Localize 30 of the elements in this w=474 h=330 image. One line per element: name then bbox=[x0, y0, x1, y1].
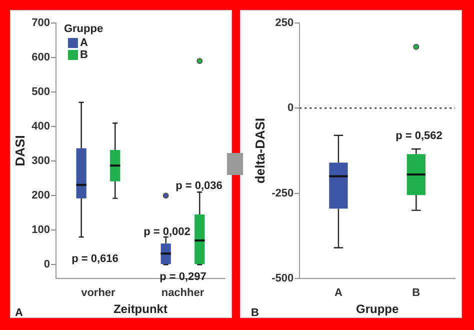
y-tick-label: 0 bbox=[287, 102, 294, 114]
annotation: p = 0,616 bbox=[72, 253, 118, 266]
x-tick-label: nachher bbox=[161, 287, 205, 300]
text: B bbox=[251, 307, 260, 320]
annotation: p = 0,002 bbox=[144, 226, 190, 238]
annotation: p = 0,036 bbox=[176, 180, 222, 192]
y-tick-label: 500 bbox=[32, 86, 50, 98]
y-axis-title: delta-DASI bbox=[252, 118, 268, 184]
y-tick-label: -250 bbox=[272, 187, 294, 200]
text: A bbox=[15, 307, 24, 320]
x-tick-label: B bbox=[412, 287, 420, 300]
y-tick-label: 400 bbox=[32, 120, 50, 133]
x-axis-title: Zeitpunkt bbox=[113, 302, 168, 316]
x-axis-title: Gruppe bbox=[356, 302, 399, 316]
legend-title: Gruppe bbox=[64, 23, 104, 36]
legend-label: A bbox=[80, 37, 88, 50]
y-tick-label: 0 bbox=[44, 258, 50, 271]
y-tick-label: 300 bbox=[32, 155, 50, 168]
y-tick-label: 200 bbox=[32, 190, 50, 202]
annotation: p = 0,562 bbox=[396, 130, 442, 142]
y-tick-label: 700 bbox=[32, 17, 50, 30]
y-tick-label: -500 bbox=[272, 272, 294, 284]
y-tick-label: 250 bbox=[275, 17, 294, 30]
annotation: p = 0,297 bbox=[160, 271, 206, 284]
y-tick-label: 100 bbox=[32, 224, 50, 236]
y-tick-label: 600 bbox=[32, 52, 50, 64]
legend-label: B bbox=[80, 49, 88, 62]
x-tick-label: vorher bbox=[81, 287, 116, 300]
y-axis-title: DASI bbox=[12, 135, 28, 166]
x-tick-label: A bbox=[334, 287, 342, 300]
